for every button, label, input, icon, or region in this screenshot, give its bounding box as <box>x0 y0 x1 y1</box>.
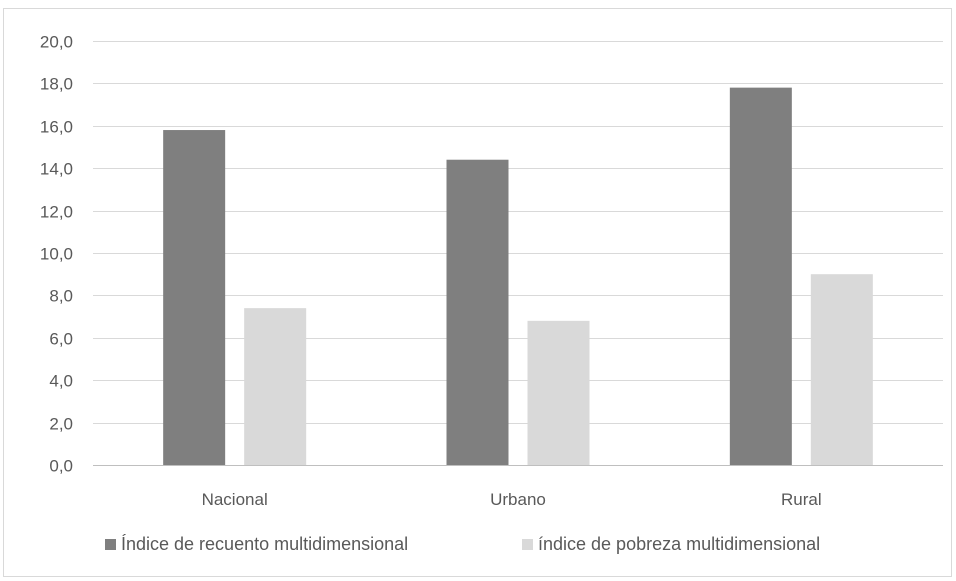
legend: Índice de recuento multidimensional índic… <box>105 534 820 554</box>
bar-recuento-rural <box>729 87 792 465</box>
legend-swatch <box>105 539 116 550</box>
gridlines <box>93 41 943 466</box>
y-tick-label: 8,0 <box>49 287 73 306</box>
y-tick-label: 12,0 <box>40 203 73 222</box>
x-category-label: Rural <box>781 490 822 509</box>
bar-recuento-urbano <box>446 159 509 465</box>
bar-pobreza-rural <box>810 274 873 465</box>
y-tick-label: 10,0 <box>40 245 73 264</box>
legend-swatch <box>522 539 533 550</box>
y-tick-label: 4,0 <box>49 372 73 391</box>
y-tick-label: 16,0 <box>40 118 73 137</box>
legend-label: Índice de recuento multidimensional <box>121 534 408 554</box>
y-tick-label: 18,0 <box>40 75 73 94</box>
y-axis-ticks: 0,0 2,0 4,0 6,0 8,0 10,0 12,0 14,0 16,0 18,0 20,0 <box>40 33 73 476</box>
x-category-label: Urbano <box>490 490 546 509</box>
y-tick-label: 6,0 <box>49 330 73 349</box>
y-tick-label: 0,0 <box>49 457 73 476</box>
legend-label: índice de pobreza multidimensional <box>538 534 820 554</box>
y-tick-label: 2,0 <box>49 415 73 434</box>
y-tick-label: 20,0 <box>40 33 73 52</box>
x-category-label: Nacional <box>202 490 268 509</box>
x-axis-categories: Nacional Urbano Rural <box>202 490 822 509</box>
bar-recuento-nacional <box>163 130 226 466</box>
bar-pobreza-nacional <box>244 308 307 465</box>
bars <box>163 87 873 466</box>
y-tick-label: 14,0 <box>40 160 73 179</box>
bar-pobreza-urbano <box>527 320 590 465</box>
